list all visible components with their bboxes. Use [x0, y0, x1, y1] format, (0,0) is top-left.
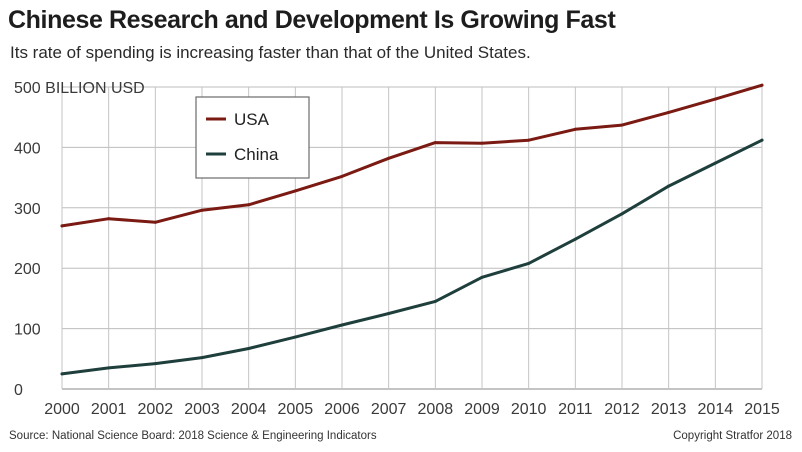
data-point-usa-2008 [433, 141, 437, 145]
data-point-china-2015 [760, 138, 764, 142]
legend-label-usa: USA [234, 110, 270, 129]
data-point-china-2010 [527, 261, 531, 265]
y-tick-label: 200 [14, 261, 41, 278]
x-tick-label: 2006 [324, 401, 360, 418]
data-point-usa-2003 [200, 208, 204, 212]
data-point-china-2006 [340, 323, 344, 327]
source-note: Source: National Science Board: 2018 Sci… [9, 430, 377, 442]
data-point-usa-2002 [153, 220, 157, 224]
x-tick-label: 2011 [558, 401, 593, 418]
x-tick-label: 2007 [371, 401, 407, 418]
y-tick-label: 100 [14, 322, 41, 339]
x-tick-label: 2013 [651, 401, 687, 418]
x-tick-label: 2010 [511, 401, 547, 418]
data-point-china-2007 [387, 312, 391, 315]
x-tick-label: 2003 [184, 401, 220, 418]
y-tick-label: 300 [14, 201, 41, 218]
x-axis: 2000 2001 2002 2003 2004 2005 2006 2007 2008 2009… [44, 401, 780, 418]
data-point-usa-2001 [107, 217, 111, 221]
data-point-china-2009 [480, 275, 484, 279]
x-tick-label: 2014 [698, 401, 734, 418]
data-point-usa-2006 [340, 174, 344, 178]
data-point-china-2012 [620, 212, 624, 216]
chart-title: Chinese Research and Development Is Grow… [8, 6, 616, 34]
data-point-china-2008 [433, 299, 437, 303]
data-point-china-2001 [107, 366, 111, 370]
data-point-usa-2010 [527, 138, 531, 142]
x-tick-label: 2005 [278, 401, 314, 418]
series-lines [60, 83, 764, 376]
y-tick-label: 500 BILLION USD [14, 80, 145, 97]
data-point-usa-2011 [573, 127, 577, 131]
chart-subtitle: Its rate of spending is increasing faste… [10, 43, 531, 62]
y-tick-label: 400 [14, 140, 41, 157]
legend: USA China [195, 96, 310, 179]
grid [61, 86, 763, 390]
x-tick-label: 2000 [44, 401, 80, 418]
legend-label-china: China [234, 145, 279, 164]
y-tick-label: 0 [14, 382, 23, 399]
data-point-china-2004 [247, 347, 251, 351]
legend-box [195, 96, 310, 179]
data-point-china-2003 [200, 356, 204, 360]
data-point-china-2014 [713, 161, 717, 165]
x-tick-label: 2015 [744, 401, 780, 418]
data-point-china-2005 [293, 335, 297, 339]
data-point-usa-2015 [760, 83, 764, 87]
data-point-china-2011 [573, 237, 577, 241]
x-tick-label: 2012 [604, 401, 640, 418]
x-tick-label: 2008 [418, 401, 454, 418]
data-point-china-2002 [153, 362, 157, 366]
series-line-usa [60, 83, 764, 228]
data-point-china-2000 [60, 372, 64, 376]
x-tick-label: 2001 [91, 401, 127, 418]
data-point-china-2013 [667, 184, 671, 188]
data-point-usa-2014 [713, 97, 717, 101]
data-point-usa-2012 [620, 123, 624, 127]
data-point-usa-2005 [293, 189, 297, 193]
x-tick-label: 2004 [231, 401, 267, 418]
copyright-note: Copyright Stratfor 2018 [673, 430, 792, 442]
data-point-usa-2009 [480, 141, 484, 145]
data-point-usa-2007 [387, 156, 391, 160]
data-point-usa-2000 [60, 224, 64, 228]
series-line-china [60, 138, 764, 376]
y-axis: 0 100 200 300 400 500 BILLION USD [14, 80, 145, 399]
data-point-usa-2013 [667, 110, 671, 114]
data-point-usa-2004 [247, 203, 251, 207]
x-tick-label: 2002 [138, 401, 174, 418]
x-tick-label: 2009 [464, 401, 500, 418]
